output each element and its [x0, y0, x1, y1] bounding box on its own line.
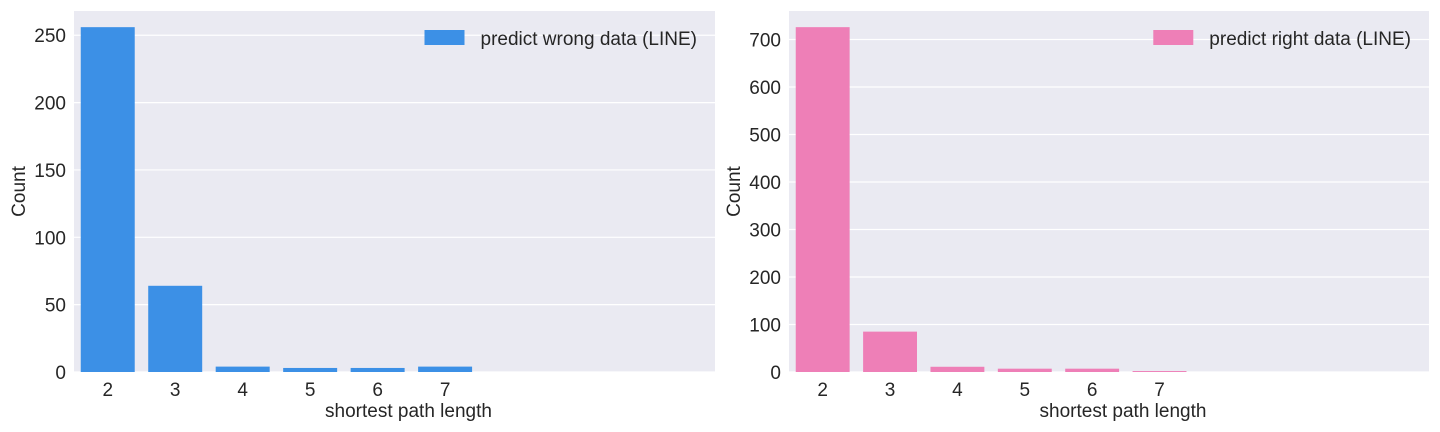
x-tick-label: 3	[885, 380, 896, 401]
x-tick-label: 7	[440, 380, 451, 401]
y-tick-label: 600	[749, 78, 781, 99]
x-axis-label: shortest path length	[325, 401, 492, 422]
bar-2	[795, 27, 850, 373]
x-tick-label: 3	[170, 380, 181, 401]
x-tick-label: 5	[1020, 380, 1031, 401]
y-axis-label: Count	[724, 165, 745, 216]
y-tick-label: 0	[770, 363, 781, 384]
x-tick-label: 2	[102, 380, 113, 401]
bar-6	[1065, 368, 1120, 372]
y-tick-label: 300	[749, 221, 781, 242]
x-tick-label: 2	[817, 380, 828, 401]
bar-7	[418, 366, 473, 372]
y-tick-label: 150	[34, 161, 66, 182]
y-tick-label: 100	[749, 316, 781, 337]
x-tick-label: 7	[1154, 380, 1165, 401]
y-tick-label: 700	[749, 31, 781, 52]
legend-label: predict wrong data (LINE)	[481, 29, 698, 50]
bar-3	[148, 285, 203, 372]
bar-4	[930, 366, 985, 372]
legend-swatch	[1153, 30, 1194, 45]
y-tick-label: 200	[34, 94, 66, 115]
x-tick-label: 4	[952, 380, 963, 401]
legend-label: predict right data (LINE)	[1209, 29, 1411, 50]
x-tick-label: 6	[372, 380, 383, 401]
legend: predict right data (LINE)	[1153, 29, 1411, 50]
bar-6	[350, 367, 405, 372]
bar-5	[283, 367, 338, 372]
bar-4	[215, 366, 270, 372]
legend: predict wrong data (LINE)	[424, 29, 698, 50]
y-tick-label: 200	[749, 268, 781, 289]
chart-panel-2: 2 3 4 5 6 7 0 100 200 300 400 500 600 700 shortest pat…	[724, 11, 1429, 422]
y-tick-label: 250	[34, 26, 66, 47]
bar-5	[997, 368, 1052, 372]
x-tick-label: 4	[237, 380, 248, 401]
legend-swatch	[424, 30, 465, 45]
bar-2	[80, 27, 135, 372]
y-axis-label: Count	[9, 165, 30, 216]
bar-7	[1132, 371, 1187, 372]
y-tick-label: 50	[45, 296, 66, 317]
x-tick-label: 5	[305, 380, 316, 401]
x-tick-label: 6	[1087, 380, 1098, 401]
x-axis-label: shortest path length	[1040, 401, 1207, 422]
plot-background	[789, 11, 1429, 372]
y-tick-label: 0	[55, 363, 66, 384]
bar-3	[863, 331, 917, 372]
y-tick-label: 500	[749, 126, 781, 147]
y-tick-label: 100	[34, 228, 66, 249]
chart-panel-1: 2 3 4 5 6 7 0 50 100 150 200 250 shortest path lengt…	[9, 11, 715, 422]
y-tick-label: 400	[749, 173, 781, 194]
